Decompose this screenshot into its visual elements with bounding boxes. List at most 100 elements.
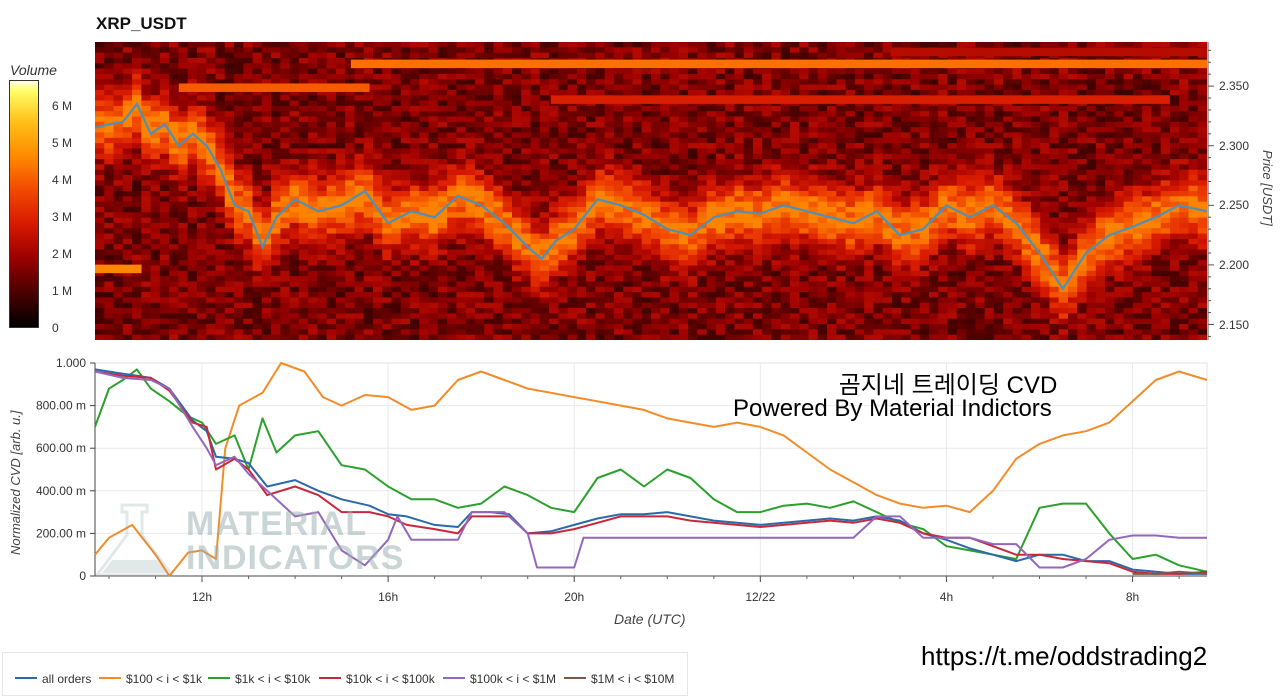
heatmap-cell: [410, 302, 420, 309]
heatmap-cell: [400, 153, 411, 160]
heatmap-cell: [530, 84, 541, 91]
heatmap-cell: [373, 212, 383, 219]
heatmap-cell: [891, 79, 902, 86]
heatmap-cell: [391, 201, 402, 208]
heatmap-cell: [864, 105, 874, 112]
heatmap-cell: [502, 254, 513, 261]
heatmap-cell: [530, 100, 541, 107]
heatmap-cell: [567, 313, 578, 320]
heatmap-cell: [428, 111, 439, 118]
heatmap-cell: [289, 270, 300, 277]
heatmap-cell: [762, 270, 773, 277]
heatmap-cell: [363, 254, 374, 261]
heatmap-cell: [901, 79, 912, 86]
heatmap-cell: [122, 148, 133, 155]
heatmap-cell: [289, 180, 300, 187]
heatmap-cell: [669, 68, 680, 75]
heatmap-cell: [382, 164, 393, 171]
heatmap-cell: [678, 159, 689, 165]
heatmap-cell: [122, 297, 133, 304]
heatmap-cell: [891, 265, 902, 272]
heatmap-cell: [289, 89, 300, 96]
heatmap-cell: [688, 196, 698, 203]
heatmap-cell: [493, 100, 504, 107]
heatmap-cell: [206, 42, 217, 48]
heatmap-cell: [196, 57, 207, 64]
heatmap-cell: [651, 228, 661, 235]
heatmap-cell: [558, 42, 569, 48]
heatmap-cell: [122, 105, 133, 112]
heatmap-cell: [901, 217, 912, 224]
heatmap-cell: [521, 127, 532, 134]
heatmap-cell: [706, 159, 717, 165]
heatmap-cell: [169, 297, 179, 304]
heatmap-cell: [827, 143, 837, 150]
heatmap-cell: [762, 196, 773, 203]
heatmap-cell: [790, 148, 800, 155]
heatmap-cell: [169, 244, 179, 251]
heatmap-cell: [539, 201, 550, 208]
heatmap-cell: [595, 233, 606, 240]
heatmap-cell: [910, 111, 921, 118]
heatmap-cell: [613, 228, 624, 235]
heatmap-cell: [335, 132, 346, 139]
heatmap-cell: [502, 52, 513, 59]
heatmap-cell: [660, 137, 671, 144]
heatmap-cell: [354, 185, 365, 192]
heatmap-cell: [159, 116, 170, 123]
heatmap-cell: [484, 313, 495, 320]
heatmap-cell: [196, 148, 207, 155]
heatmap-cell: [215, 63, 226, 70]
heatmap-cell: [493, 206, 504, 213]
heatmap-cell: [298, 137, 309, 144]
heatmap-cell: [169, 137, 179, 144]
heatmap-cell: [530, 116, 541, 123]
heatmap-cell: [428, 318, 439, 325]
heatmap-cell: [715, 260, 726, 267]
heatmap-cell: [289, 159, 300, 165]
heatmap-cell: [530, 334, 541, 340]
heatmap-cell: [400, 196, 411, 203]
heatmap-cell: [252, 191, 263, 197]
heatmap-cell: [539, 270, 550, 277]
heatmap-cell: [780, 191, 791, 197]
heatmap-cell: [169, 143, 179, 150]
heatmap-cell: [484, 121, 495, 128]
heatmap-cell: [391, 308, 402, 314]
heatmap-cell: [363, 318, 374, 325]
heatmap-cell: [539, 292, 550, 299]
heatmap-cell: [706, 313, 717, 320]
heatmap-cell: [335, 148, 346, 155]
heatmap-cell: [845, 238, 856, 245]
heatmap-cell: [113, 196, 124, 203]
heatmap-cell: [206, 63, 217, 70]
heatmap-cell: [271, 180, 281, 187]
heatmap-cell: [215, 297, 226, 304]
heatmap-cell: [474, 73, 485, 80]
heatmap-cell: [113, 191, 124, 197]
heatmap-cell: [474, 169, 485, 176]
heatmap-cell: [623, 228, 634, 235]
heatmap-cell: [632, 201, 643, 208]
heatmap-cell: [391, 329, 402, 336]
heatmap-cell: [873, 121, 884, 128]
heatmap-cell: [363, 249, 374, 256]
heatmap-cell: [280, 180, 291, 187]
heatmap-cell: [521, 196, 532, 203]
heatmap-cell: [447, 132, 457, 139]
heatmap-cell: [558, 302, 569, 309]
heatmap-cell: [382, 127, 393, 134]
heatmap-cell: [891, 329, 902, 336]
heatmap-cell: [854, 281, 865, 288]
heatmap-cell: [206, 116, 217, 123]
heatmap-cell: [725, 137, 735, 144]
heatmap-cell: [252, 180, 263, 187]
heatmap-cell: [113, 270, 124, 277]
heatmap-cell: [521, 73, 532, 80]
heatmap-cell: [382, 175, 393, 181]
heatmap-cell: [808, 286, 819, 293]
heatmap-cell: [901, 185, 912, 192]
heatmap-cell: [632, 249, 643, 256]
heatmap-cell: [271, 334, 281, 340]
heatmap-cell: [669, 148, 680, 155]
